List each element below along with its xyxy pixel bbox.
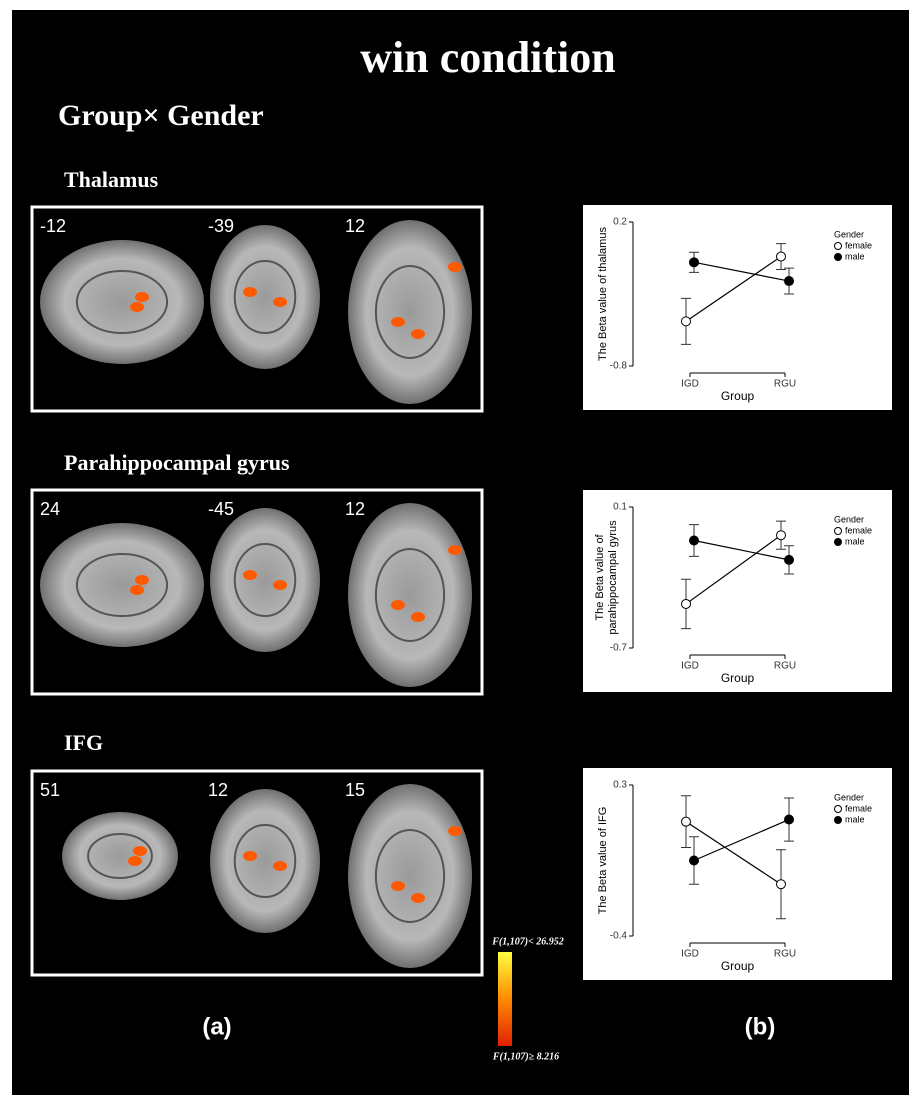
brain-slice [210,508,320,652]
x-tick-label: RGU [774,661,796,672]
activation [448,826,462,836]
x-axis-label: Group [721,671,755,685]
y-axis-label: parahippocampal gyrus [607,520,619,635]
slice-coordinate: 24 [40,499,60,519]
legend-label: male [845,251,865,261]
legend-marker [835,243,842,250]
activation [273,580,287,590]
figure-subtitle: Group× Gender [58,99,264,132]
y-tick-label: -0.7 [610,643,628,654]
row-label: Parahippocampal gyrus [64,450,290,475]
data-point [690,536,699,545]
activation [391,600,405,610]
brain-slice [62,812,178,900]
activation [130,302,144,312]
slice-coordinate: 51 [40,780,60,800]
y-axis-label: The Beta value of thalamus [597,227,609,361]
x-tick-label: RGU [774,379,796,390]
y-tick-label: 0.2 [613,217,627,228]
activation [133,846,147,856]
x-tick-label: IGD [681,379,699,390]
data-point [690,856,699,865]
y-tick-label: 0.3 [613,780,627,791]
brain-slice [348,784,472,968]
colorbar-top-label: F(1,107)< 26.952 [491,936,564,947]
slice-coordinate: -39 [208,216,234,236]
slice-coordinate: 12 [345,499,365,519]
brain-slice [210,225,320,369]
data-point [690,258,699,267]
activation [411,893,425,903]
activation [243,851,257,861]
activation [273,297,287,307]
legend-title: Gender [834,229,864,239]
legend-marker [835,539,842,546]
y-tick-label: 0.1 [613,502,627,513]
colorbar [498,952,512,1046]
legend-title: Gender [834,514,864,524]
activation [448,545,462,555]
data-point [785,555,794,564]
slice-coordinate: -12 [40,216,66,236]
data-point [777,880,786,889]
activation [411,329,425,339]
activation [411,612,425,622]
y-axis-label: The Beta value of IFG [597,807,609,915]
activation [448,262,462,272]
data-point [785,815,794,824]
slice-coordinate: 12 [208,780,228,800]
slice-coordinate: -45 [208,499,234,519]
legend-title: Gender [834,792,864,802]
row-label: Thalamus [64,167,159,192]
panel-label: (b) [745,1013,776,1040]
activation [128,856,142,866]
legend-label: female [845,525,872,535]
data-point [682,599,691,608]
brain-slice [348,503,472,687]
data-point [777,531,786,540]
activation [273,861,287,871]
legend-marker [835,528,842,535]
y-tick-label: -0.8 [610,361,628,372]
activation [243,570,257,580]
activation [391,317,405,327]
data-point [777,252,786,261]
row-label: IFG [64,730,103,755]
brain-slice [40,240,204,364]
activation [135,292,149,302]
slice-coordinate: 15 [345,780,365,800]
figure-title: win condition [360,33,616,82]
colorbar-bottom-label: F(1,107)≥ 8.216 [492,1051,559,1062]
data-point [682,817,691,826]
data-point [682,317,691,326]
legend-marker [835,254,842,261]
brain-slice [40,523,204,647]
legend-label: male [845,536,865,546]
brain-slice [348,220,472,404]
activation [130,585,144,595]
legend-label: female [845,240,872,250]
activation [391,881,405,891]
page: win condition Group× Gender F(1,107)< 26… [0,0,909,1095]
panel-label: (a) [202,1013,231,1040]
x-tick-label: IGD [681,949,699,960]
legend-label: female [845,803,872,813]
legend-marker [835,806,842,813]
legend-label: male [845,814,865,824]
y-tick-label: -0.4 [610,931,628,942]
x-tick-label: IGD [681,661,699,672]
x-tick-label: RGU [774,949,796,960]
legend-marker [835,817,842,824]
slice-coordinate: 12 [345,216,365,236]
x-axis-label: Group [721,389,755,403]
brain-slice [210,789,320,933]
y-axis-label: The Beta value of [594,533,606,620]
x-axis-label: Group [721,959,755,973]
figure: win condition Group× Gender F(1,107)< 26… [0,0,909,1095]
activation [135,575,149,585]
data-point [785,277,794,286]
activation [243,287,257,297]
